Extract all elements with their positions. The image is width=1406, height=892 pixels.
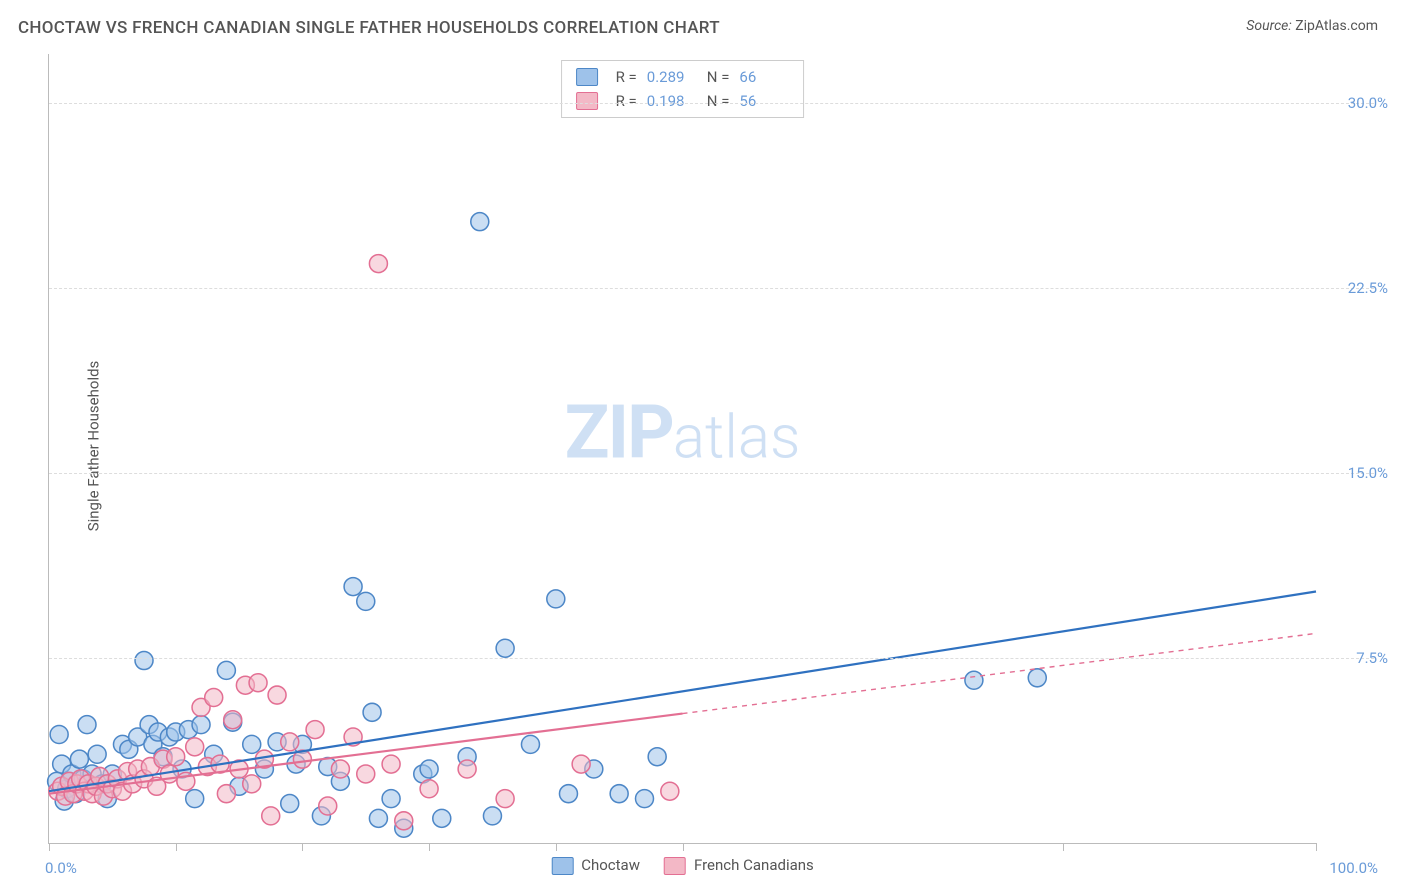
data-point: [420, 780, 438, 798]
data-point: [243, 735, 261, 753]
data-point: [382, 790, 400, 808]
legend-n-value-b: 56: [739, 92, 789, 110]
gridline: [49, 288, 1374, 289]
source-label: Source:: [1246, 18, 1291, 34]
y-tick-label: 30.0%: [1348, 94, 1388, 112]
data-point: [496, 639, 514, 657]
data-point: [357, 765, 375, 783]
data-point: [281, 733, 299, 751]
data-point: [186, 790, 204, 808]
data-point: [420, 760, 438, 778]
data-point: [205, 689, 223, 707]
data-point: [344, 578, 362, 596]
data-point: [331, 760, 349, 778]
data-point: [262, 807, 280, 825]
legend-n-label: N =: [707, 92, 730, 110]
x-tick: [556, 843, 557, 851]
y-tick-label: 15.0%: [1348, 464, 1388, 482]
data-point: [78, 716, 96, 734]
data-point: [135, 652, 153, 670]
gridline: [49, 658, 1374, 659]
data-point: [224, 711, 242, 729]
data-point: [217, 785, 235, 803]
legend-row-choctaw: R = 0.289 N = 66: [576, 65, 790, 89]
data-point: [306, 721, 324, 739]
source-name: ZipAtlas.com: [1295, 18, 1378, 34]
legend-swatch-choctaw-icon: [551, 857, 573, 875]
data-point: [572, 755, 590, 773]
trend-line-extrapolated: [683, 633, 1317, 713]
legend-item-french: French Canadians: [664, 856, 814, 875]
data-point: [88, 745, 106, 763]
data-point: [281, 795, 299, 813]
data-point: [50, 726, 68, 744]
series-legend: Choctaw French Canadians: [551, 856, 814, 875]
data-point: [547, 590, 565, 608]
legend-swatch-french: [576, 92, 598, 110]
x-axis-min-label: 0.0%: [45, 859, 77, 877]
scatter-svg: [49, 54, 1316, 843]
data-point: [369, 255, 387, 273]
legend-n-label: N =: [707, 68, 730, 86]
correlation-legend: R = 0.289 N = 66 R = 0.198 N = 56: [561, 60, 805, 118]
legend-row-french: R = 0.198 N = 56: [576, 89, 790, 113]
legend-label-choctaw: Choctaw: [581, 856, 640, 874]
x-tick: [1316, 843, 1317, 851]
x-tick: [49, 843, 50, 851]
legend-r-label: R =: [616, 68, 637, 86]
gridline: [49, 473, 1374, 474]
x-tick: [683, 843, 684, 851]
data-point: [319, 797, 337, 815]
data-point: [192, 716, 210, 734]
data-point: [483, 807, 501, 825]
gridline: [49, 103, 1374, 104]
legend-item-choctaw: Choctaw: [551, 856, 640, 875]
y-tick-label: 22.5%: [1348, 279, 1388, 297]
data-point: [382, 755, 400, 773]
data-point: [496, 790, 514, 808]
chart-plot-area: ZIPatlas R = 0.289 N = 66 R = 0.198 N = …: [48, 54, 1316, 844]
legend-n-value-a: 66: [739, 68, 789, 86]
data-point: [369, 809, 387, 827]
data-point: [357, 592, 375, 610]
data-point: [559, 785, 577, 803]
data-point: [186, 738, 204, 756]
chart-title: CHOCTAW VS FRENCH CANADIAN SINGLE FATHER…: [18, 18, 720, 38]
x-tick: [429, 843, 430, 851]
x-axis-max-label: 100.0%: [1329, 859, 1378, 877]
data-point: [458, 760, 476, 778]
legend-r-value-a: 0.289: [647, 68, 697, 86]
data-point: [1028, 669, 1046, 687]
data-point: [395, 812, 413, 830]
data-point: [471, 213, 489, 231]
legend-swatch-choctaw: [576, 68, 598, 86]
legend-r-value-b: 0.198: [647, 92, 697, 110]
data-point: [243, 775, 261, 793]
y-tick-label: 7.5%: [1356, 649, 1388, 667]
data-point: [363, 703, 381, 721]
x-tick: [176, 843, 177, 851]
data-point: [635, 790, 653, 808]
legend-label-french: French Canadians: [694, 856, 814, 874]
data-point: [249, 674, 267, 692]
data-point: [610, 785, 628, 803]
legend-r-label: R =: [616, 92, 637, 110]
data-point: [433, 809, 451, 827]
data-point: [70, 750, 88, 768]
data-point: [521, 735, 539, 753]
data-point: [965, 671, 983, 689]
x-tick: [1063, 843, 1064, 851]
legend-swatch-french-icon: [664, 857, 686, 875]
data-point: [217, 661, 235, 679]
data-point: [268, 686, 286, 704]
source-attribution: Source: ZipAtlas.com: [1246, 18, 1378, 34]
data-point: [167, 748, 185, 766]
data-point: [648, 748, 666, 766]
data-point: [661, 782, 679, 800]
x-tick: [302, 843, 303, 851]
